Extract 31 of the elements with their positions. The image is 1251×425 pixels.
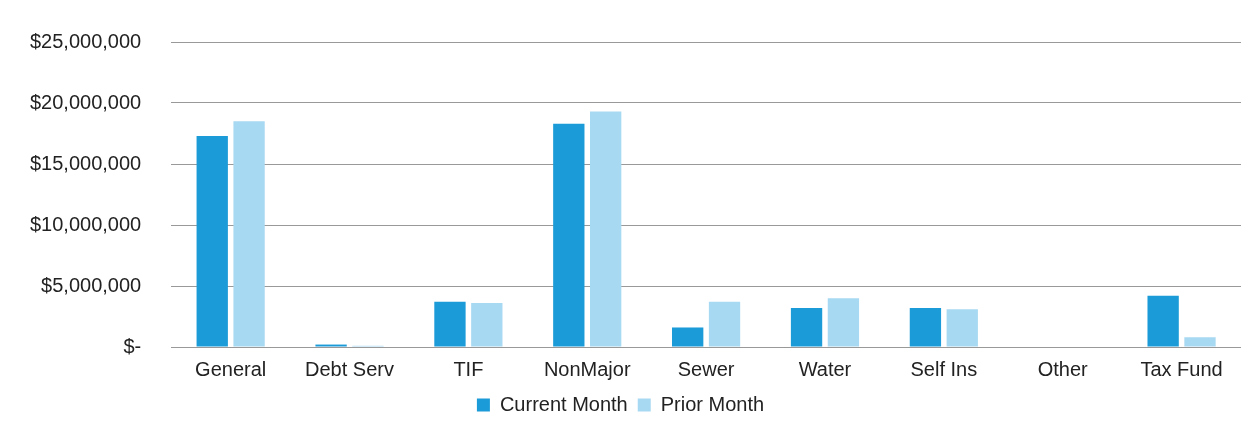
y-tick-label: $20,000,000 [29,90,142,113]
bar [434,301,466,347]
bar [827,298,860,347]
bar [1184,337,1216,347]
y-tick-label: $25,000,000 [29,29,142,52]
bar [196,135,228,347]
bar [471,303,503,347]
x-tick-label: Debt Serv [305,357,394,380]
x-tick-label: Tax Fund [1140,357,1223,380]
x-tick-label: TIF [453,357,484,380]
bar [590,111,622,347]
x-tick-label: Water [798,357,852,380]
y-tick-label: $15,000,000 [29,151,142,174]
bar [946,309,978,347]
bar [553,123,585,347]
x-tick-label: General [195,357,267,380]
y-tick-label: $10,000,000 [29,212,142,235]
legend-label: Prior Month [660,392,765,415]
bar [909,307,942,347]
legend-label: Current Month [499,392,628,415]
bar [790,307,823,347]
x-tick-label: Self Ins [910,357,978,380]
x-tick-label: Sewer [677,357,735,380]
x-tick-label: Other [1037,357,1089,380]
bar [672,327,704,347]
bar [708,301,741,347]
y-tick-label: $- [123,334,142,357]
bar [233,121,265,347]
bar [1147,295,1179,347]
x-tick-label: NonMajor [543,357,631,380]
y-tick-label: $5,000,000 [41,273,142,296]
